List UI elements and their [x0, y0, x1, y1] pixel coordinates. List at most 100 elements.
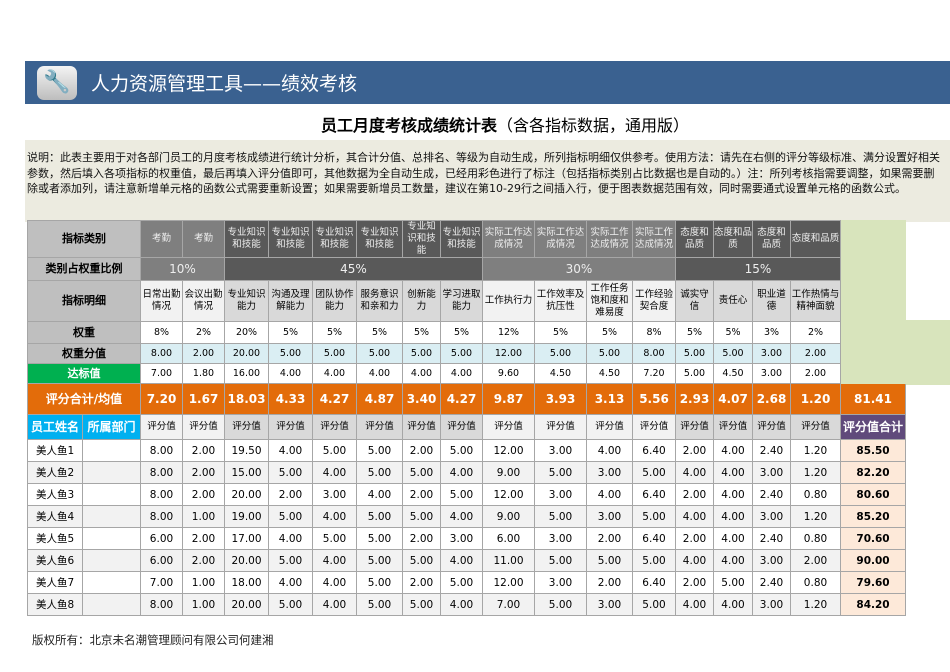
score-cell[interactable]: 2.40 — [752, 527, 791, 550]
score-cell[interactable]: 5.00 — [356, 439, 403, 462]
score-cell[interactable]: 4.00 — [268, 571, 313, 594]
score-cell[interactable]: 6.00 — [140, 549, 183, 572]
score-cell[interactable]: 0.80 — [790, 483, 841, 506]
score-cell[interactable]: 3.00 — [752, 461, 791, 484]
target-cell[interactable]: 9.60 — [482, 363, 535, 384]
score-cell[interactable]: 4.00 — [713, 483, 753, 506]
score-cell[interactable]: 5.00 — [632, 593, 676, 616]
score-cell[interactable]: 5.00 — [402, 549, 441, 572]
employee-dept[interactable] — [82, 461, 141, 484]
score-cell[interactable]: 11.00 — [482, 549, 535, 572]
score-cell[interactable]: 2.40 — [752, 483, 791, 506]
target-cell[interactable]: 16.00 — [224, 363, 269, 384]
score-cell[interactable]: 4.00 — [713, 505, 753, 528]
score-cell[interactable]: 7.00 — [140, 571, 183, 594]
score-cell[interactable]: 6.40 — [632, 439, 676, 462]
employee-dept[interactable] — [82, 527, 141, 550]
target-cell[interactable]: 2.00 — [790, 363, 841, 384]
score-cell[interactable]: 4.00 — [675, 505, 714, 528]
score-cell[interactable]: 5.00 — [632, 461, 676, 484]
weight-cell[interactable]: 5% — [356, 321, 403, 344]
target-cell[interactable]: 1.80 — [182, 363, 225, 384]
score-cell[interactable]: 4.00 — [356, 483, 403, 506]
score-cell[interactable]: 4.00 — [312, 571, 357, 594]
score-cell[interactable]: 2.00 — [182, 461, 225, 484]
score-cell[interactable]: 19.00 — [224, 505, 269, 528]
score-cell[interactable]: 18.00 — [224, 571, 269, 594]
score-cell[interactable]: 3.00 — [752, 505, 791, 528]
score-cell[interactable]: 20.00 — [224, 593, 269, 616]
score-cell[interactable]: 4.00 — [713, 593, 753, 616]
score-cell[interactable]: 4.00 — [586, 483, 633, 506]
target-cell[interactable]: 4.00 — [268, 363, 313, 384]
score-cell[interactable]: 5.00 — [268, 461, 313, 484]
score-cell[interactable]: 1.00 — [182, 505, 225, 528]
score-cell[interactable]: 4.00 — [440, 461, 483, 484]
employee-name[interactable]: 美人鱼5 — [27, 527, 83, 550]
employee-name[interactable]: 美人鱼1 — [27, 439, 83, 462]
score-cell[interactable]: 3.00 — [586, 461, 633, 484]
score-cell[interactable]: 15.00 — [224, 461, 269, 484]
score-cell[interactable]: 2.00 — [268, 483, 313, 506]
score-cell[interactable]: 5.00 — [402, 593, 441, 616]
score-cell[interactable]: 3.00 — [534, 439, 587, 462]
score-cell[interactable]: 4.00 — [675, 593, 714, 616]
score-cell[interactable]: 17.00 — [224, 527, 269, 550]
weight-cell[interactable]: 12% — [482, 321, 535, 344]
score-cell[interactable]: 12.00 — [482, 571, 535, 594]
score-cell[interactable]: 8.00 — [140, 439, 183, 462]
score-cell[interactable]: 2.00 — [402, 483, 441, 506]
score-cell[interactable]: 4.00 — [312, 505, 357, 528]
score-cell[interactable]: 3.00 — [752, 549, 791, 572]
score-cell[interactable]: 4.00 — [675, 549, 714, 572]
score-cell[interactable]: 2.00 — [675, 527, 714, 550]
score-cell[interactable]: 5.00 — [402, 505, 441, 528]
score-cell[interactable]: 5.00 — [268, 549, 313, 572]
score-cell[interactable]: 2.00 — [402, 527, 441, 550]
weight-cell[interactable]: 5% — [586, 321, 633, 344]
target-cell[interactable]: 5.00 — [675, 363, 714, 384]
score-cell[interactable]: 0.80 — [790, 571, 841, 594]
target-cell[interactable]: 4.50 — [586, 363, 633, 384]
weight-cell[interactable]: 3% — [752, 321, 791, 344]
score-cell[interactable]: 2.00 — [402, 571, 441, 594]
target-cell[interactable]: 7.00 — [140, 363, 183, 384]
score-cell[interactable]: 4.00 — [675, 461, 714, 484]
score-cell[interactable]: 4.00 — [268, 439, 313, 462]
weight-cell[interactable]: 8% — [140, 321, 183, 344]
score-cell[interactable]: 2.00 — [675, 439, 714, 462]
score-cell[interactable]: 5.00 — [534, 461, 587, 484]
score-cell[interactable]: 4.00 — [312, 593, 357, 616]
score-cell[interactable]: 5.00 — [268, 593, 313, 616]
weight-cell[interactable]: 8% — [632, 321, 676, 344]
score-cell[interactable]: 19.50 — [224, 439, 269, 462]
weight-cell[interactable]: 5% — [402, 321, 441, 344]
target-cell[interactable]: 4.00 — [312, 363, 357, 384]
employee-dept[interactable] — [82, 439, 141, 462]
score-cell[interactable]: 5.00 — [402, 461, 441, 484]
employee-name[interactable]: 美人鱼6 — [27, 549, 83, 572]
score-cell[interactable]: 3.00 — [312, 483, 357, 506]
weight-cell[interactable]: 5% — [713, 321, 753, 344]
employee-name[interactable]: 美人鱼3 — [27, 483, 83, 506]
score-cell[interactable]: 4.00 — [440, 549, 483, 572]
score-cell[interactable]: 1.20 — [790, 505, 841, 528]
score-cell[interactable]: 5.00 — [312, 439, 357, 462]
score-cell[interactable]: 5.00 — [440, 439, 483, 462]
score-cell[interactable]: 2.00 — [402, 439, 441, 462]
weight-cell[interactable]: 20% — [224, 321, 269, 344]
score-cell[interactable]: 4.00 — [713, 439, 753, 462]
score-cell[interactable]: 8.00 — [140, 483, 183, 506]
employee-name[interactable]: 美人鱼7 — [27, 571, 83, 594]
score-cell[interactable]: 2.00 — [182, 527, 225, 550]
score-cell[interactable]: 8.00 — [140, 505, 183, 528]
target-cell[interactable]: 3.00 — [752, 363, 791, 384]
weight-cell[interactable]: 5% — [268, 321, 313, 344]
score-cell[interactable]: 20.00 — [224, 483, 269, 506]
score-cell[interactable]: 1.00 — [182, 593, 225, 616]
score-cell[interactable]: 7.00 — [482, 593, 535, 616]
score-cell[interactable]: 2.40 — [752, 439, 791, 462]
score-cell[interactable]: 4.00 — [312, 461, 357, 484]
score-cell[interactable]: 2.00 — [182, 549, 225, 572]
score-cell[interactable]: 5.00 — [534, 593, 587, 616]
